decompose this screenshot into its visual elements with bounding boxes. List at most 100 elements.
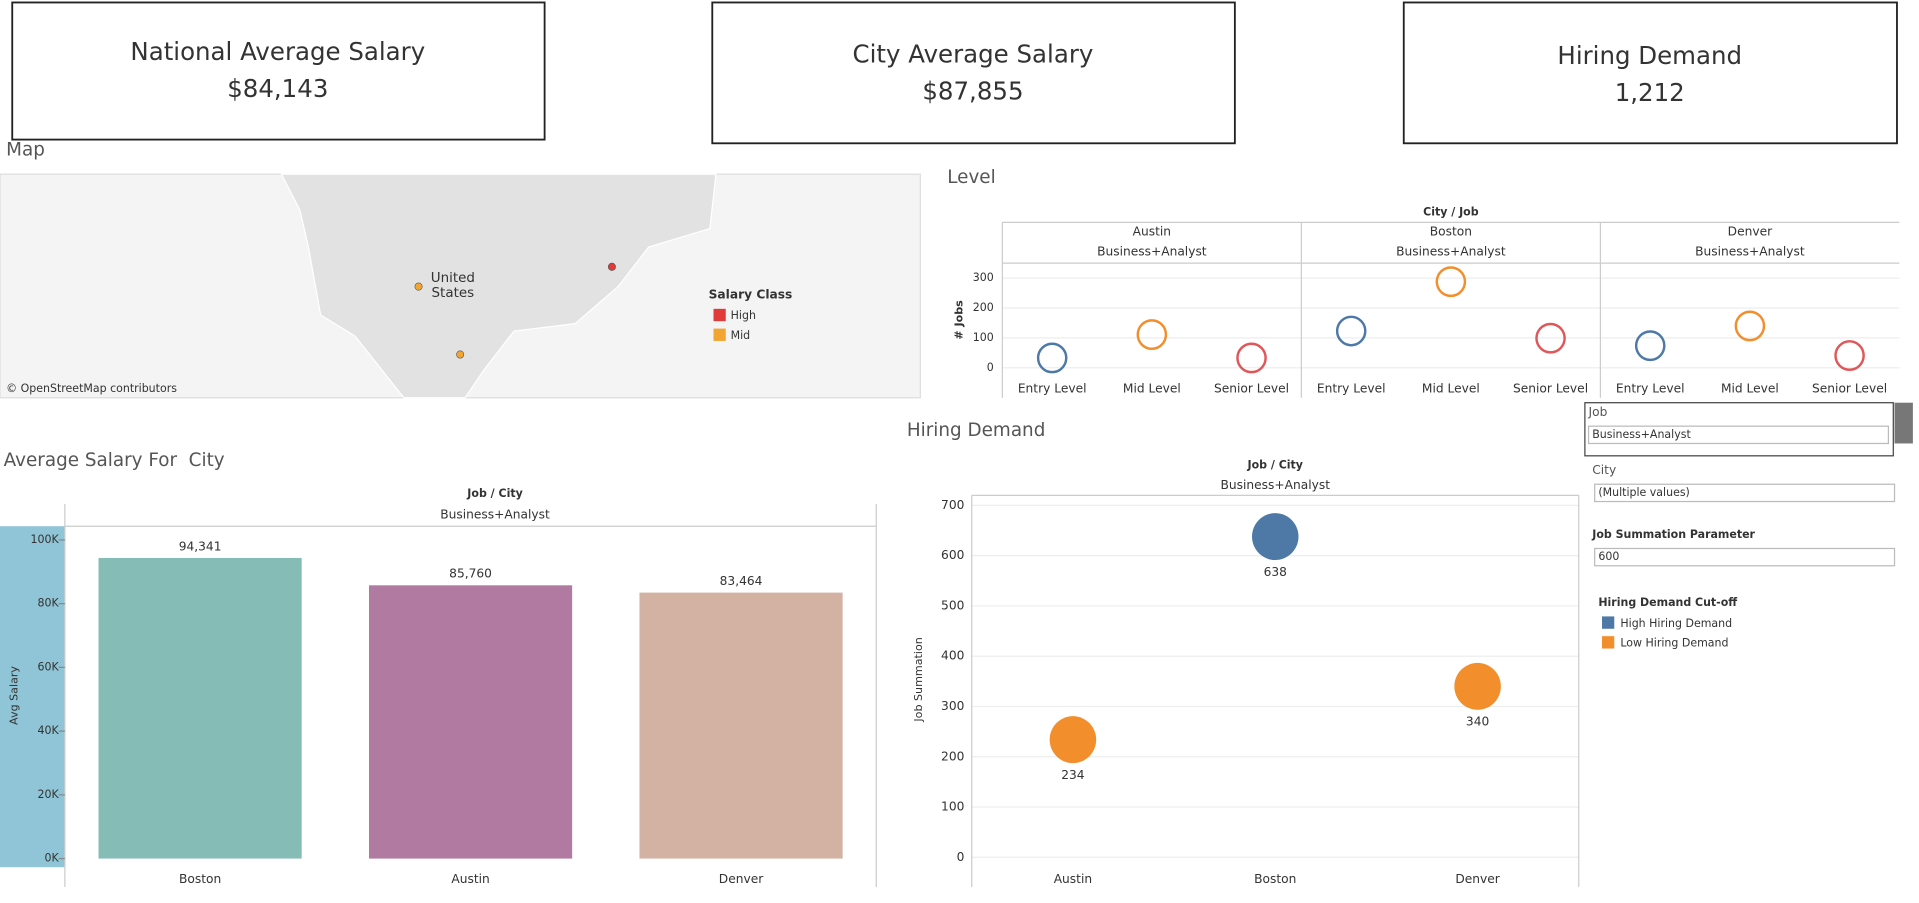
x-tick-label: Entry Level (1616, 382, 1685, 396)
chart-header: Job / City (1247, 459, 1303, 472)
y-axis-title: # Jobs (953, 300, 966, 340)
chart-subheader: Business+Analyst (1220, 478, 1330, 492)
legend-title: Salary Class (709, 288, 793, 302)
chart-header: Job / City (466, 487, 522, 500)
kpi-2: City Average Salary $87,855 (711, 1, 1236, 145)
map-label: States (432, 285, 475, 301)
bar (639, 592, 843, 859)
y-tick-label: 700 (941, 498, 964, 512)
point (1634, 330, 1666, 362)
attribution: © OpenStreetMap contributors (6, 382, 177, 395)
map-point (456, 350, 465, 359)
y-tick-label: 300 (941, 699, 964, 713)
x-tick-label: Senior Level (1214, 382, 1289, 396)
section-title: Hiring Demand (907, 420, 1045, 441)
x-tick-label: Boston (1254, 872, 1296, 886)
value-label: 85,760 (449, 567, 492, 581)
x-tick-label: Boston (179, 872, 221, 886)
y-tick-label: 500 (941, 598, 964, 612)
legend-label: High (731, 309, 756, 322)
filter-label: City (1592, 463, 1616, 477)
point (1236, 342, 1267, 374)
y-tick-label: 0K (45, 852, 60, 865)
kpi-value: 1,212 (1615, 78, 1685, 107)
panel-job: Business+Analyst (1097, 244, 1207, 258)
x-tick-label: Austin (1054, 872, 1092, 886)
bubble (1049, 716, 1097, 764)
legend-swatch (1602, 616, 1615, 629)
bubble (1252, 513, 1299, 561)
y-tick-label: 200 (973, 301, 994, 314)
legend-title: Hiring Demand Cut-off (1598, 596, 1738, 609)
point (1734, 310, 1766, 342)
y-tick-label: 200 (941, 749, 964, 763)
x-tick-label: Mid Level (1422, 382, 1480, 396)
city-select[interactable] (1594, 483, 1896, 503)
kpi-box (11, 1, 546, 141)
legend-swatch (713, 308, 726, 322)
point (1535, 322, 1566, 354)
panel-job: Business+Analyst (1396, 244, 1506, 258)
point (1136, 319, 1168, 351)
map: Map United States © OpenStreetMap contri… (0, 140, 921, 399)
section-title: Map (6, 140, 45, 161)
kpi-title: National Average Salary (130, 37, 425, 66)
y-tick-label: 20K (38, 788, 60, 801)
value-label: 638 (1264, 565, 1287, 579)
point (1335, 315, 1367, 347)
value-label: 94,341 (179, 539, 222, 553)
kpi-1: National Average Salary $84,143 (11, 1, 546, 141)
y-tick-label: 600 (941, 548, 964, 562)
map-label: United (431, 270, 475, 286)
kpi-box (711, 1, 1236, 145)
input-value: 600 (1598, 550, 1619, 563)
y-tick-label: 400 (941, 649, 964, 663)
x-tick-label: Mid Level (1721, 382, 1779, 396)
y-tick-label: 0 (957, 850, 965, 864)
y-tick-label: 0 (987, 361, 994, 374)
filters: Job Business+Analyst City (Multiple valu… (1584, 402, 1913, 609)
x-tick-label: Entry Level (1018, 382, 1087, 396)
kpi-title: Hiring Demand (1557, 41, 1742, 70)
job-select[interactable] (1587, 425, 1890, 445)
axis-highlight (0, 526, 65, 868)
section-title: Level (947, 167, 995, 188)
section-title: Average Salary For City (4, 450, 225, 471)
bar (98, 557, 302, 859)
y-tick-label: 300 (973, 271, 994, 284)
y-axis-title: Avg Salary (8, 666, 21, 725)
x-tick-label: Austin (451, 872, 489, 886)
kpi-value: $87,855 (922, 77, 1023, 106)
param-input[interactable] (1594, 547, 1896, 567)
bar (368, 585, 573, 859)
value-label: 340 (1466, 715, 1489, 729)
close-button[interactable] (1894, 402, 1913, 444)
panel-city: Denver (1728, 225, 1773, 239)
map-land (280, 173, 717, 399)
bubble (1454, 662, 1501, 710)
y-tick-label: 80K (38, 597, 60, 610)
x-tick-label: Mid Level (1123, 382, 1181, 396)
value-label: 83,464 (720, 574, 763, 588)
y-tick-label: 100 (941, 799, 964, 813)
filter-label: Job (1588, 405, 1608, 419)
y-tick-label: 100 (973, 331, 994, 344)
legend-label: Low Hiring Demand (1620, 637, 1728, 650)
map-point (414, 282, 423, 291)
filter-label: Job Summation Parameter (1591, 528, 1755, 541)
point (1435, 266, 1467, 298)
kpi-value: $84,143 (227, 74, 328, 103)
chart-header: City / Job (1423, 205, 1479, 218)
value-label: 234 (1061, 768, 1085, 782)
legend-label: Mid (731, 329, 751, 342)
kpi-3: Hiring Demand 1,212 (1402, 1, 1898, 145)
panel-city: Boston (1430, 225, 1472, 239)
select-value: Business+Analyst (1592, 428, 1691, 441)
y-axis-title: Job Summation (912, 637, 925, 722)
y-tick-label: 100K (31, 533, 60, 546)
panel-job: Business+Analyst (1695, 244, 1805, 258)
x-tick-label: Senior Level (1812, 382, 1887, 396)
legend-label: High Hiring Demand (1620, 617, 1732, 630)
